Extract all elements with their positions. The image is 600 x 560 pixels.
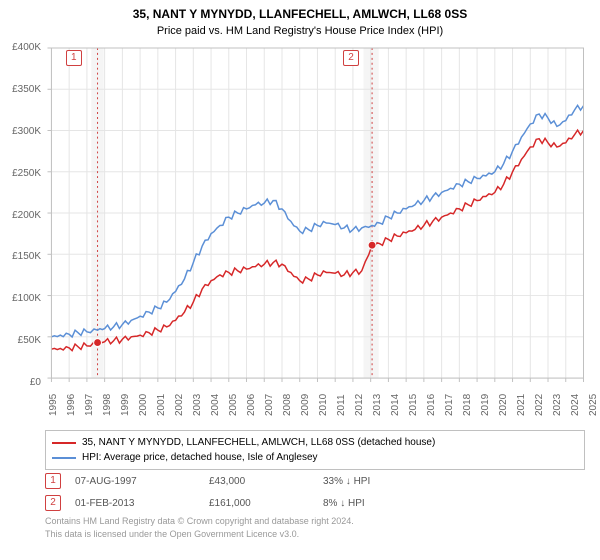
y-tick-label: £50K [1,336,41,346]
legend-item: HPI: Average price, detached house, Isle… [52,450,578,465]
y-tick-label: £100K [1,294,41,304]
footer-line2: This data is licensed under the Open Gov… [45,528,585,541]
x-tick-label: 1996 [66,394,77,416]
legend-label: HPI: Average price, detached house, Isle… [82,450,318,465]
x-tick-label: 2009 [300,394,311,416]
y-tick-label: £350K [1,85,41,95]
x-tick-label: 2003 [192,394,203,416]
x-tick-label: 2021 [516,394,527,416]
x-tick-label: 2013 [372,394,383,416]
legend-color-line [52,457,76,459]
y-tick-label: £300K [1,127,41,137]
price-row-date: 01-FEB-2013 [75,498,195,509]
x-tick-label: 2019 [480,394,491,416]
x-tick-label: 2007 [264,394,275,416]
x-tick-label: 1995 [48,394,59,416]
chart-svg [45,48,585,383]
x-tick-label: 1999 [120,394,131,416]
price-row-pct: 33% ↓ HPI [323,476,443,487]
chart-marker-label: 2 [343,50,359,66]
legend-color-line [52,442,76,444]
y-tick-label: £200K [1,211,41,221]
legend-item: 35, NANT Y MYNYDD, LLANFECHELL, AMLWCH, … [52,435,578,450]
price-row: 1 07-AUG-1997 £43,000 33% ↓ HPI [45,470,585,492]
chart-title: 35, NANT Y MYNYDD, LLANFECHELL, AMLWCH, … [0,0,600,23]
x-tick-label: 2018 [462,394,473,416]
y-tick-label: £0 [1,378,41,388]
x-tick-label: 2008 [282,394,293,416]
x-tick-label: 2006 [246,394,257,416]
chart-footer: Contains HM Land Registry data © Crown c… [45,515,585,540]
y-axis-labels: £0£50K£100K£150K£200K£250K£300K£350K£400… [0,48,45,383]
chart-legend: 35, NANT Y MYNYDD, LLANFECHELL, AMLWCH, … [45,430,585,470]
price-paid-table: 1 07-AUG-1997 £43,000 33% ↓ HPI 2 01-FEB-2013… [45,470,585,514]
y-tick-label: £150K [1,252,41,262]
x-tick-label: 2004 [210,394,221,416]
x-tick-label: 2002 [174,394,185,416]
x-axis-labels: 1995 1996 1997 1998 1999 2000 2001 2002 2003 2004… [45,386,585,426]
x-tick-label: 2015 [408,394,419,416]
x-tick-label: 2005 [228,394,239,416]
price-row-price: £43,000 [209,476,309,487]
x-tick-label: 2023 [552,394,563,416]
x-tick-label: 2025 [588,394,599,416]
chart-marker-label: 1 [66,50,82,66]
price-row: 2 01-FEB-2013 £161,000 8% ↓ HPI [45,492,585,514]
y-tick-label: £400K [1,43,41,53]
footer-line1: Contains HM Land Registry data © Crown c… [45,515,585,528]
x-tick-label: 1998 [102,394,113,416]
chart-plot-area: 12 [45,48,585,383]
price-row-price: £161,000 [209,498,309,509]
price-row-date: 07-AUG-1997 [75,476,195,487]
chart-container: 35, NANT Y MYNYDD, LLANFECHELL, AMLWCH, … [0,0,600,560]
x-tick-label: 1997 [84,394,95,416]
x-tick-label: 2012 [354,394,365,416]
price-row-marker: 1 [45,473,61,489]
price-row-pct: 8% ↓ HPI [323,498,443,509]
x-tick-label: 2011 [336,394,347,416]
chart-subtitle: Price paid vs. HM Land Registry's House … [0,23,600,41]
x-tick-label: 2020 [498,394,509,416]
x-tick-label: 2001 [156,394,167,416]
legend-label: 35, NANT Y MYNYDD, LLANFECHELL, AMLWCH, … [82,435,435,450]
x-tick-label: 2016 [426,394,437,416]
x-tick-label: 2022 [534,394,545,416]
price-row-marker: 2 [45,495,61,511]
x-tick-label: 2024 [570,394,581,416]
x-tick-label: 2010 [318,394,329,416]
x-tick-label: 2014 [390,394,401,416]
x-tick-label: 2000 [138,394,149,416]
y-tick-label: £250K [1,169,41,179]
x-tick-label: 2017 [444,394,455,416]
